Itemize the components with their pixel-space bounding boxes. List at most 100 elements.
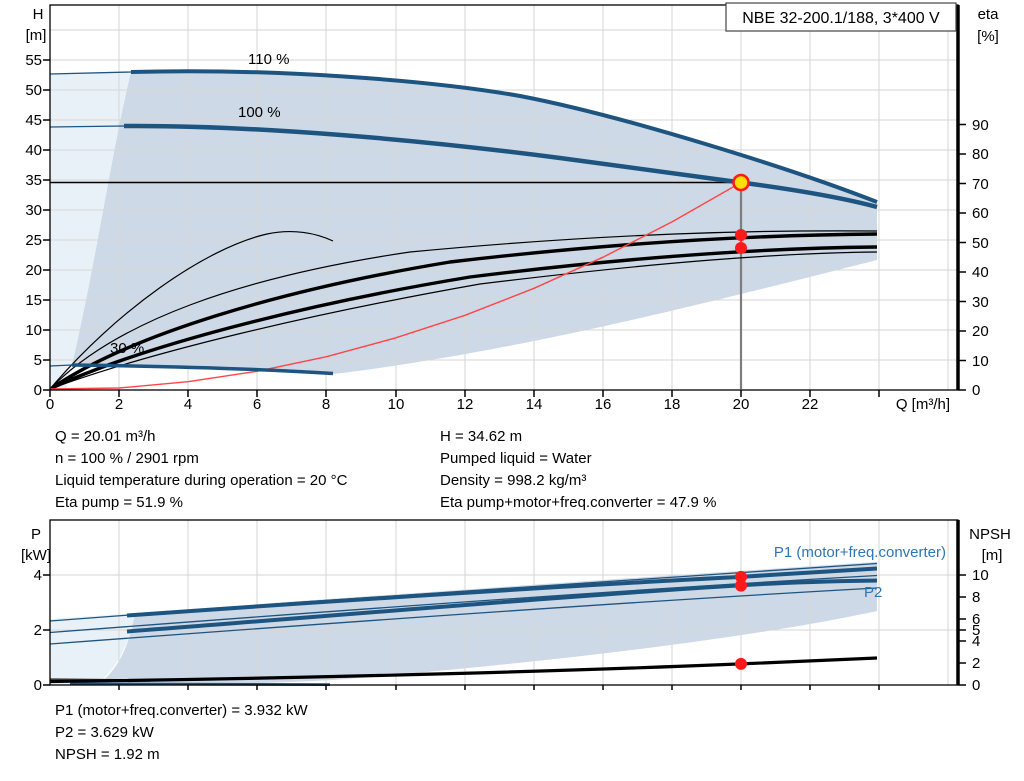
tick-label: 10 <box>388 396 405 413</box>
tick-label: 40 <box>25 142 42 159</box>
tick-label: 30 <box>25 202 42 219</box>
eta-axis-ticks <box>958 123 966 391</box>
tick-label: 50 <box>972 235 989 252</box>
tick-label: 18 <box>664 396 681 413</box>
power-npsh-chart: P [kW] NPSH [m] 4 2 0 10 8 6 5 4 2 0 P1 … <box>21 519 1011 694</box>
p-axis-unit: [kW] <box>21 547 51 564</box>
tick-label: 16 <box>595 396 612 413</box>
envelope-area <box>72 71 877 375</box>
hq-chart: NBE 32-200.1/188, 3*400 V H [m] eta [%] … <box>25 2 1000 413</box>
tick-label: 40 <box>972 264 989 281</box>
p-axis-ticks <box>43 574 50 686</box>
grid-horizontal <box>50 574 958 631</box>
tick-label: 55 <box>25 52 42 69</box>
duty-point-marker <box>732 173 750 192</box>
npsh-axis-title: NPSH <box>969 526 1011 543</box>
eta-curve-thin-upper <box>49 230 878 390</box>
chart-title: NBE 32-200.1/188, 3*400 V <box>742 10 940 27</box>
tick-label: 0 <box>34 382 42 399</box>
speed-110-label: 110 % <box>248 51 289 68</box>
tick-label: 4 <box>34 567 42 584</box>
tick-label: 2 <box>34 622 42 639</box>
tick-label: 80 <box>972 146 989 163</box>
curve-30 <box>71 363 334 376</box>
p2-marker <box>735 579 747 592</box>
grid-vertical <box>118 5 949 390</box>
tick-label: 10 <box>25 322 42 339</box>
tick-label: 25 <box>25 232 42 249</box>
tick-label: 8 <box>322 396 330 413</box>
result-line: P1 (motor+freq.converter) = 3.932 kW <box>55 702 308 719</box>
tick-label: 0 <box>46 396 54 413</box>
curve-100 <box>123 123 878 210</box>
tick-label: 45 <box>25 112 42 129</box>
tick-label: 5 <box>972 622 980 639</box>
npsh-axis-unit: [m] <box>982 547 1003 564</box>
p1-curve <box>126 566 878 618</box>
q-axis-ticks <box>49 390 880 397</box>
envelope-light-area <box>50 72 131 389</box>
tick-label: 10 <box>972 353 989 370</box>
system-curve <box>49 181 742 390</box>
result-line: Pumped liquid = Water <box>440 450 592 467</box>
envelope-area <box>98 562 877 685</box>
tick-label: 6 <box>972 611 980 628</box>
tick-label: 35 <box>25 172 42 189</box>
tick-label: 22 <box>802 396 819 413</box>
tick-label: 90 <box>972 117 989 134</box>
q-axis-ticks <box>118 685 880 690</box>
tick-label: 20 <box>733 396 750 413</box>
duty-results-right: H = 34.62 m Pumped liquid = Water Densit… <box>440 426 716 514</box>
curve-30-ext <box>49 364 73 367</box>
tick-label: 6 <box>253 396 261 413</box>
speed-30-label: 30 % <box>110 340 144 357</box>
result-line: Liquid temperature during operation = 20… <box>55 472 348 489</box>
speed-100-label: 100 % <box>238 104 281 121</box>
tick-label: 12 <box>457 396 474 413</box>
tick-label: 70 <box>972 176 989 193</box>
npsh-curve <box>49 656 878 684</box>
result-line: Density = 998.2 kg/m³ <box>440 472 587 489</box>
tick-label: 14 <box>526 396 543 413</box>
result-line: P2 = 3.629 kW <box>55 724 154 741</box>
p-axis-title: P <box>31 526 41 543</box>
tick-label: 50 <box>25 82 42 99</box>
curve-110-ext <box>49 71 132 75</box>
tick-label: 8 <box>972 589 980 606</box>
result-line: Eta pump = 51.9 % <box>55 494 183 511</box>
result-line: n = 100 % / 2901 rpm <box>55 450 199 467</box>
p2-curve-label: P2 <box>864 584 882 601</box>
npsh-marker <box>735 657 747 670</box>
tick-label: 10 <box>972 567 989 584</box>
eta-total-curve <box>51 245 878 390</box>
tick-label: 0 <box>34 677 42 694</box>
eta-curve-thin-lower <box>49 251 878 390</box>
eta-axis-title: eta <box>978 6 1000 23</box>
curve-100-ext <box>49 125 125 128</box>
tick-label: 4 <box>972 633 980 650</box>
h-axis-title: H <box>33 6 44 23</box>
tick-label: 4 <box>184 396 192 413</box>
tick-label: 2 <box>115 396 123 413</box>
eta-total-marker <box>735 242 747 254</box>
eta-pump-marker <box>735 229 747 241</box>
q-axis-title: Q [m³/h] <box>896 396 950 413</box>
tick-label: 20 <box>972 323 989 340</box>
p2-curve <box>126 578 878 634</box>
duty-results-left: Q = 20.01 m³/h n = 100 % / 2901 rpm Liqu… <box>55 426 347 514</box>
tick-label: 5 <box>34 352 42 369</box>
curve-110 <box>130 69 878 204</box>
tick-label: 15 <box>25 292 42 309</box>
p1-curve-label: P1 (motor+freq.converter) <box>774 544 946 561</box>
result-line: H = 34.62 m <box>440 428 523 445</box>
tick-label: 60 <box>972 205 989 222</box>
tick-label: 30 <box>972 294 989 311</box>
chart-title-box <box>725 2 957 32</box>
h-axis-unit: [m] <box>26 27 47 44</box>
npsh-axis-ticks <box>958 574 966 686</box>
eta-axis-unit: [%] <box>977 28 999 45</box>
h-axis-ticks <box>43 59 50 391</box>
tick-label: 0 <box>972 677 980 694</box>
